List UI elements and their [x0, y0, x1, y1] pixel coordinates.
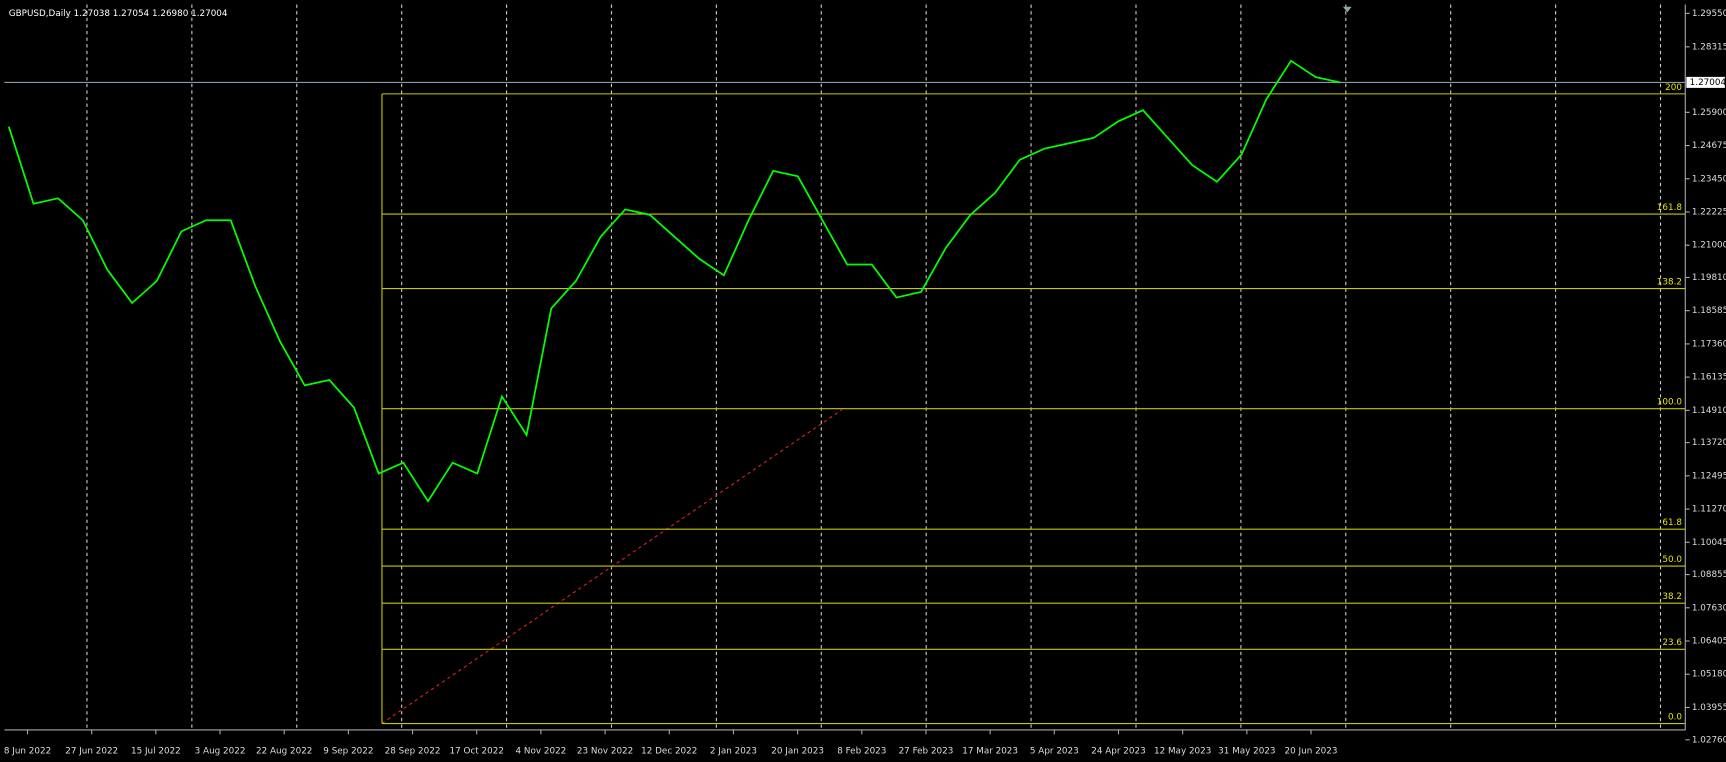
time-label: 8 Feb 2023	[837, 746, 886, 756]
time-label: 17 Mar 2023	[962, 746, 1018, 756]
fib-label: 50.0	[1662, 555, 1682, 565]
fib-label: 138.2	[1657, 277, 1682, 287]
symbol-header: GBPUSD,Daily 1.27038 1.27054 1.26980 1.2…	[9, 9, 228, 19]
time-label: 24 Apr 2023	[1091, 746, 1145, 756]
time-label: 28 Sep 2022	[385, 746, 441, 756]
time-label: 22 Aug 2022	[256, 746, 312, 756]
price-label: 1.19810	[1692, 273, 1726, 283]
time-label: 20 Jan 2023	[771, 746, 824, 756]
price-label: 1.02760	[1692, 735, 1726, 745]
fib-label: 100.0	[1657, 398, 1683, 408]
price-label: 1.11270	[1692, 505, 1726, 515]
price-label: 1.08855	[1692, 570, 1726, 580]
price-label: 1.16135	[1692, 373, 1726, 383]
time-label: 2 Jan 2023	[710, 746, 757, 756]
fib-label: 23.6	[1662, 638, 1682, 648]
price-label: 1.23450	[1692, 174, 1726, 184]
fib-label: 200	[1665, 83, 1682, 93]
grid	[86, 4, 1662, 730]
current-price-label: 1.27004	[1690, 78, 1726, 88]
time-label: 3 Aug 2022	[195, 746, 246, 756]
price-label: 1.18585	[1692, 306, 1726, 316]
time-label: 31 May 2023	[1218, 746, 1275, 756]
time-label: 5 Apr 2023	[1030, 746, 1079, 756]
price-label: 1.05180	[1692, 670, 1726, 680]
current-price-box	[1686, 76, 1725, 88]
fib-label: 0.0	[1668, 712, 1682, 722]
price-label: 1.25900	[1692, 108, 1726, 118]
time-label: 17 Oct 2022	[450, 746, 504, 756]
price-label: 1.24675	[1692, 141, 1726, 151]
price-label: 1.14910	[1692, 406, 1726, 416]
price-label: 1.10045	[1692, 538, 1726, 548]
price-label: 1.07630	[1692, 603, 1726, 613]
time-label: 27 Jun 2022	[65, 746, 118, 756]
shift-marker[interactable]	[1342, 6, 1352, 13]
time-label: 9 Sep 2022	[323, 746, 373, 756]
time-label: 12 May 2023	[1154, 746, 1211, 756]
time-label: 15 Jul 2022	[131, 746, 181, 756]
fib-label: 38.2	[1662, 592, 1682, 602]
price-label: 1.17360	[1692, 339, 1726, 349]
price-label: 1.06405	[1692, 637, 1726, 647]
time-label: 4 Nov 2022	[516, 746, 567, 756]
time-label: 27 Feb 2023	[899, 746, 954, 756]
fib-label: 161.8	[1657, 203, 1682, 213]
price-label: 1.12495	[1692, 471, 1726, 481]
time-label: 20 Jun 2023	[1285, 746, 1338, 756]
time-label: 8 Jun 2022	[4, 746, 51, 756]
price-path	[7, 59, 1341, 503]
price-label: 1.21000	[1692, 241, 1726, 251]
time-label: 23 Nov 2022	[577, 746, 633, 756]
price-label: 1.03955	[1692, 703, 1726, 713]
price-label: 1.13720	[1692, 438, 1726, 448]
fib-label: 61.8	[1662, 518, 1682, 528]
price-label: 1.22225	[1692, 207, 1726, 217]
time-label: 12 Dec 2022	[641, 746, 697, 756]
price-label: 1.29550	[1692, 9, 1726, 19]
price-label: 1.28315	[1692, 42, 1726, 52]
